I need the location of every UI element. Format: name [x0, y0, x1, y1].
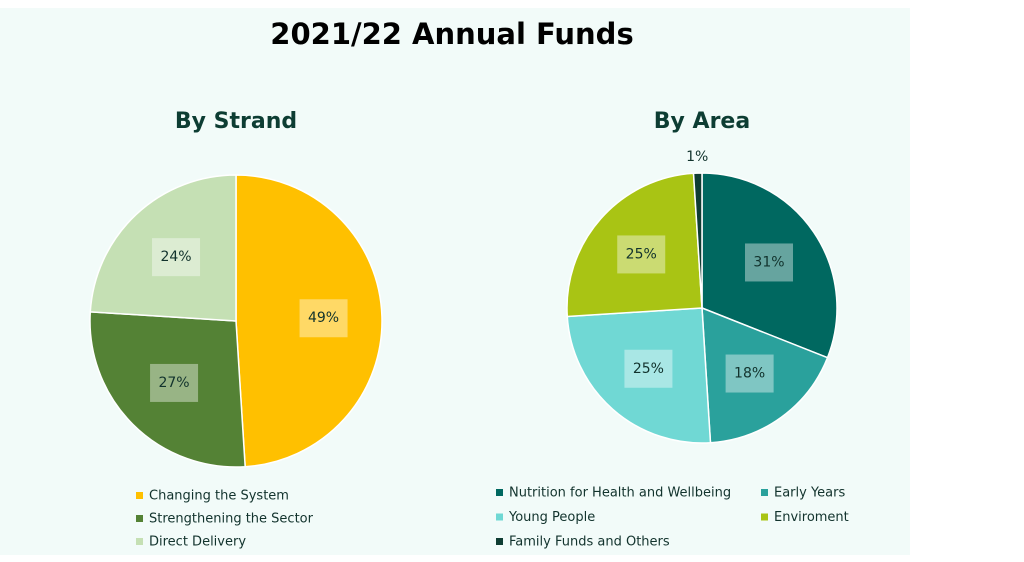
chart-title: By Strand	[175, 109, 297, 134]
data-label: 18%	[734, 366, 765, 382]
label-box	[299, 299, 348, 338]
legend-label: Young People	[508, 510, 595, 525]
legend-label: Direct Delivery	[149, 535, 246, 550]
label-box	[152, 238, 201, 277]
legend-label: Nutrition for Health and Wellbeing	[509, 486, 731, 501]
data-label: 25%	[626, 246, 657, 262]
legend-swatch	[136, 515, 143, 522]
legend-swatch	[496, 513, 503, 521]
data-label: 27%	[158, 375, 189, 391]
data-label: 31%	[753, 254, 784, 270]
pie-slice	[566, 172, 703, 318]
legend-label: Strengthening the Sector	[149, 512, 314, 527]
data-label: 24%	[160, 249, 191, 265]
label-box	[624, 349, 673, 388]
pie-slice	[692, 172, 703, 309]
pie-slice	[89, 174, 237, 322]
data-label: 1%	[686, 149, 708, 165]
data-label: 25%	[633, 361, 664, 377]
legend-label: Changing the System	[149, 489, 289, 504]
legend-label: Early Years	[774, 486, 845, 501]
legend-swatch	[761, 489, 768, 496]
label-box	[150, 363, 199, 402]
pie-slice	[235, 174, 383, 468]
page-title: 2021/22 Annual Funds	[270, 17, 633, 51]
pie-slice	[701, 172, 838, 359]
data-label: 49%	[308, 310, 339, 326]
legend-label: Family Funds and Others	[509, 535, 670, 550]
chart-title: By Area	[654, 109, 750, 134]
label-box	[617, 235, 666, 274]
pie-slice	[89, 311, 246, 468]
legend-swatch	[761, 513, 768, 521]
legend-swatch	[496, 489, 503, 496]
pie-slice	[701, 306, 829, 444]
label-box	[744, 243, 793, 282]
legend-swatch	[136, 492, 143, 499]
legend-swatch	[136, 538, 143, 545]
legend-label: Enviroment	[774, 510, 849, 525]
legend-swatch	[496, 538, 503, 545]
pie-slice	[566, 307, 712, 444]
label-box	[725, 354, 774, 393]
